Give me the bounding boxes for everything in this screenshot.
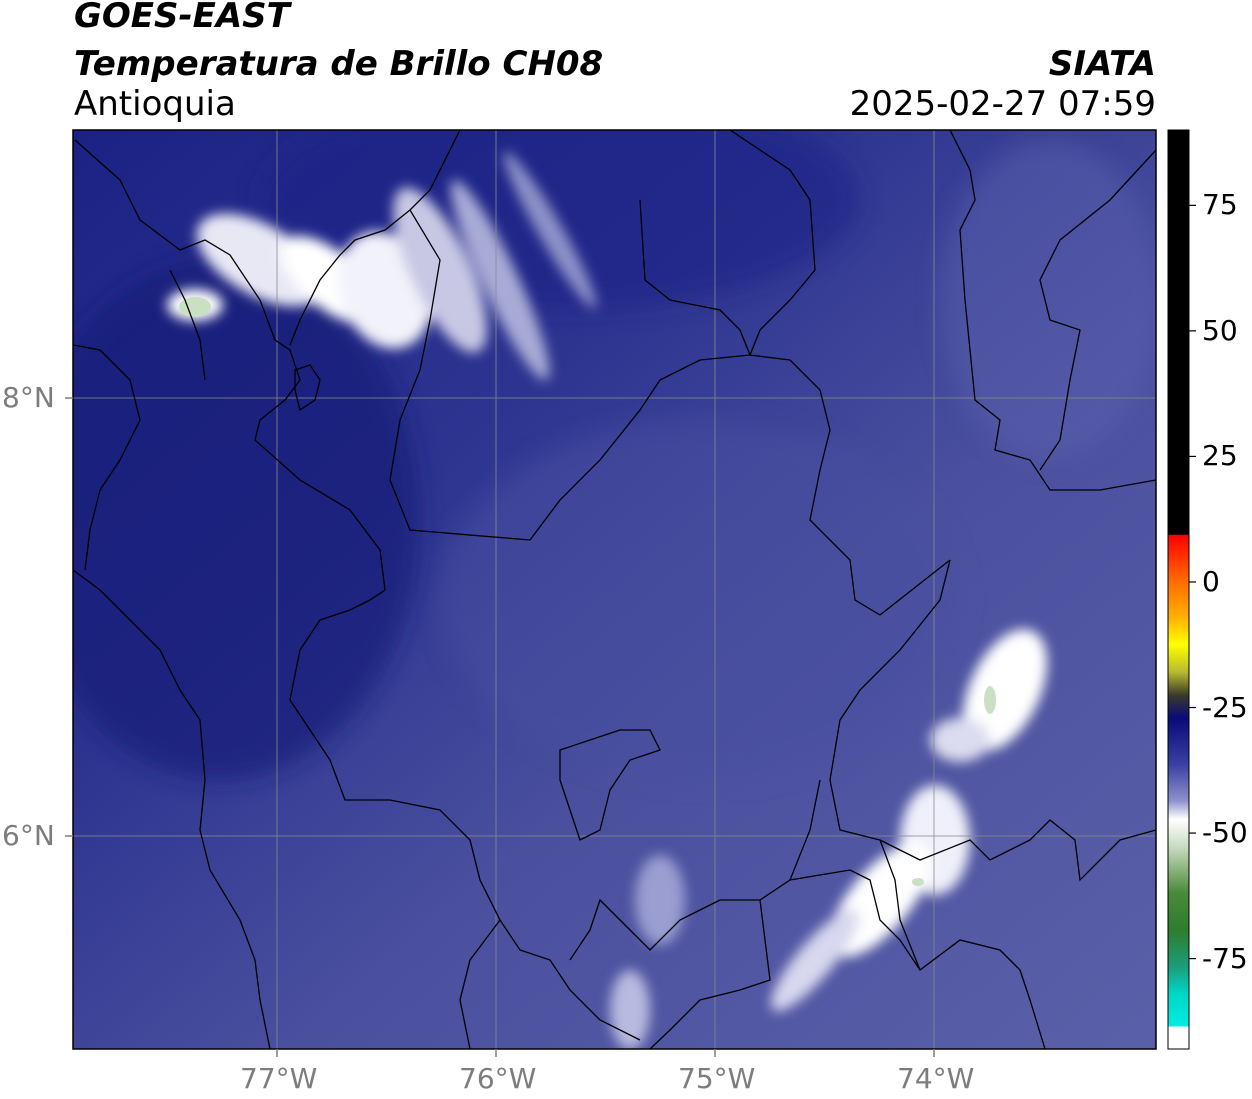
department-borders (73, 130, 1156, 1049)
lon-label-74w: 74°W (897, 1062, 975, 1095)
lon-label-77w: 77°W (240, 1062, 318, 1095)
lon-label-76w: 76°W (459, 1062, 537, 1095)
lat-label-8n: 8°N (2, 381, 55, 414)
gridlines (73, 130, 1156, 1049)
colorbar-tick-label: -50 (1202, 816, 1248, 850)
colorbar-tick-label: 50 (1202, 313, 1238, 347)
map-frame (72, 129, 1157, 1050)
colorbar-tick-label: -25 (1202, 690, 1248, 724)
colorbar-tick-label: 75 (1202, 188, 1238, 222)
axis-ticks (65, 397, 935, 1057)
lat-label-6n: 6°N (2, 819, 55, 852)
colorbar (1167, 129, 1190, 1050)
colorbar-ticks (1189, 204, 1196, 960)
product-title: Temperatura de Brillo CH08 (74, 44, 604, 84)
colorbar-tick-label: 25 (1202, 439, 1238, 473)
colorbar-tick-label: 0 (1202, 564, 1220, 598)
datetime-label: 2025-02-27 07:59 (849, 84, 1156, 124)
cloud-band-east (610, 629, 1047, 1049)
lon-label-75w: 75°W (678, 1062, 756, 1095)
satellite-title: GOES-EAST (74, 0, 290, 36)
region-label: Antioquia (74, 84, 236, 124)
colorbar-tick-label: -75 (1202, 941, 1248, 975)
satellite-imagery (73, 130, 1156, 1049)
agency-label: SIATA (1048, 44, 1156, 84)
cloud-band-northwest (167, 151, 597, 380)
